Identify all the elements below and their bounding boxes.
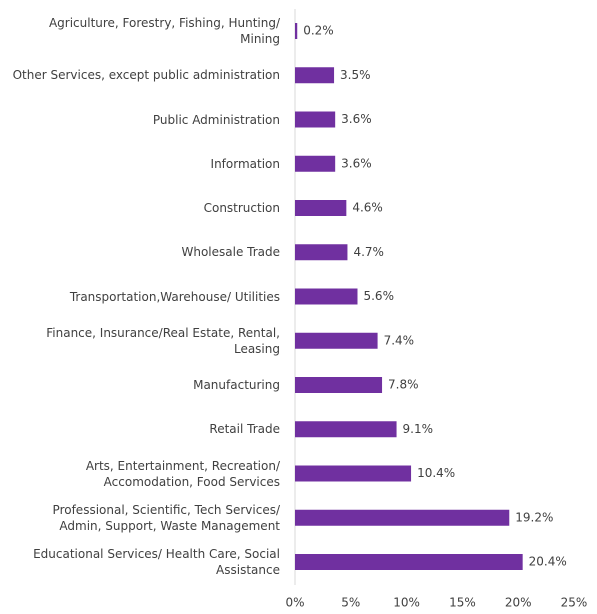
value-label: 4.7% [353,245,384,259]
x-tick-label: 0% [285,596,304,610]
category-label: Retail Trade [209,422,280,437]
category-label: Agriculture, Forestry, Fishing, Hunting/… [48,16,280,46]
category-label: Arts, Entertainment, Recreation/ Accomod… [85,458,280,489]
bar [295,244,348,261]
category-label: Transportation,Warehouse/ Utilities [69,289,280,304]
category-label: Finance, Insurance/Real Estate, Rental, … [46,325,280,356]
bar [295,111,336,128]
value-label: 10.4% [417,466,455,480]
bar [295,377,383,393]
x-tick-label: 20% [505,596,532,610]
bar [295,155,336,172]
category-label: Information [210,156,280,171]
value-label: 19.2% [515,510,553,524]
value-label: 3.6% [341,112,372,126]
category-label: Manufacturing [193,378,280,392]
value-label: 9.1% [403,422,434,436]
x-tick-label: 15% [449,596,476,610]
bar [295,509,510,526]
bar [295,465,412,482]
bar [295,200,347,216]
bar [295,23,298,39]
value-label: 4.6% [352,201,383,215]
x-tick-label: 5% [341,596,360,610]
value-label: 0.2% [303,24,334,38]
category-label: Wholesale Trade [181,245,280,260]
value-label: 3.6% [341,156,372,170]
category-label: Construction [203,201,280,215]
category-label: Professional, Scientific, Tech Services/… [52,502,280,533]
value-label: 20.4% [529,555,567,569]
bar [295,554,523,570]
bar [295,288,358,305]
category-label: Other Services, except public administra… [12,68,280,83]
value-label: 3.5% [340,68,371,82]
bar [295,421,397,438]
value-label: 5.6% [363,289,394,303]
x-tick-label: 10% [393,596,420,610]
bar [295,332,378,349]
category-label: Public Administration [152,112,280,127]
category-label: Educational Services/ Health Care, Socia… [33,547,280,577]
value-label: 7.8% [388,378,419,392]
x-tick-label: 25% [561,596,588,610]
value-label: 7.4% [384,333,415,347]
bar [295,67,335,84]
